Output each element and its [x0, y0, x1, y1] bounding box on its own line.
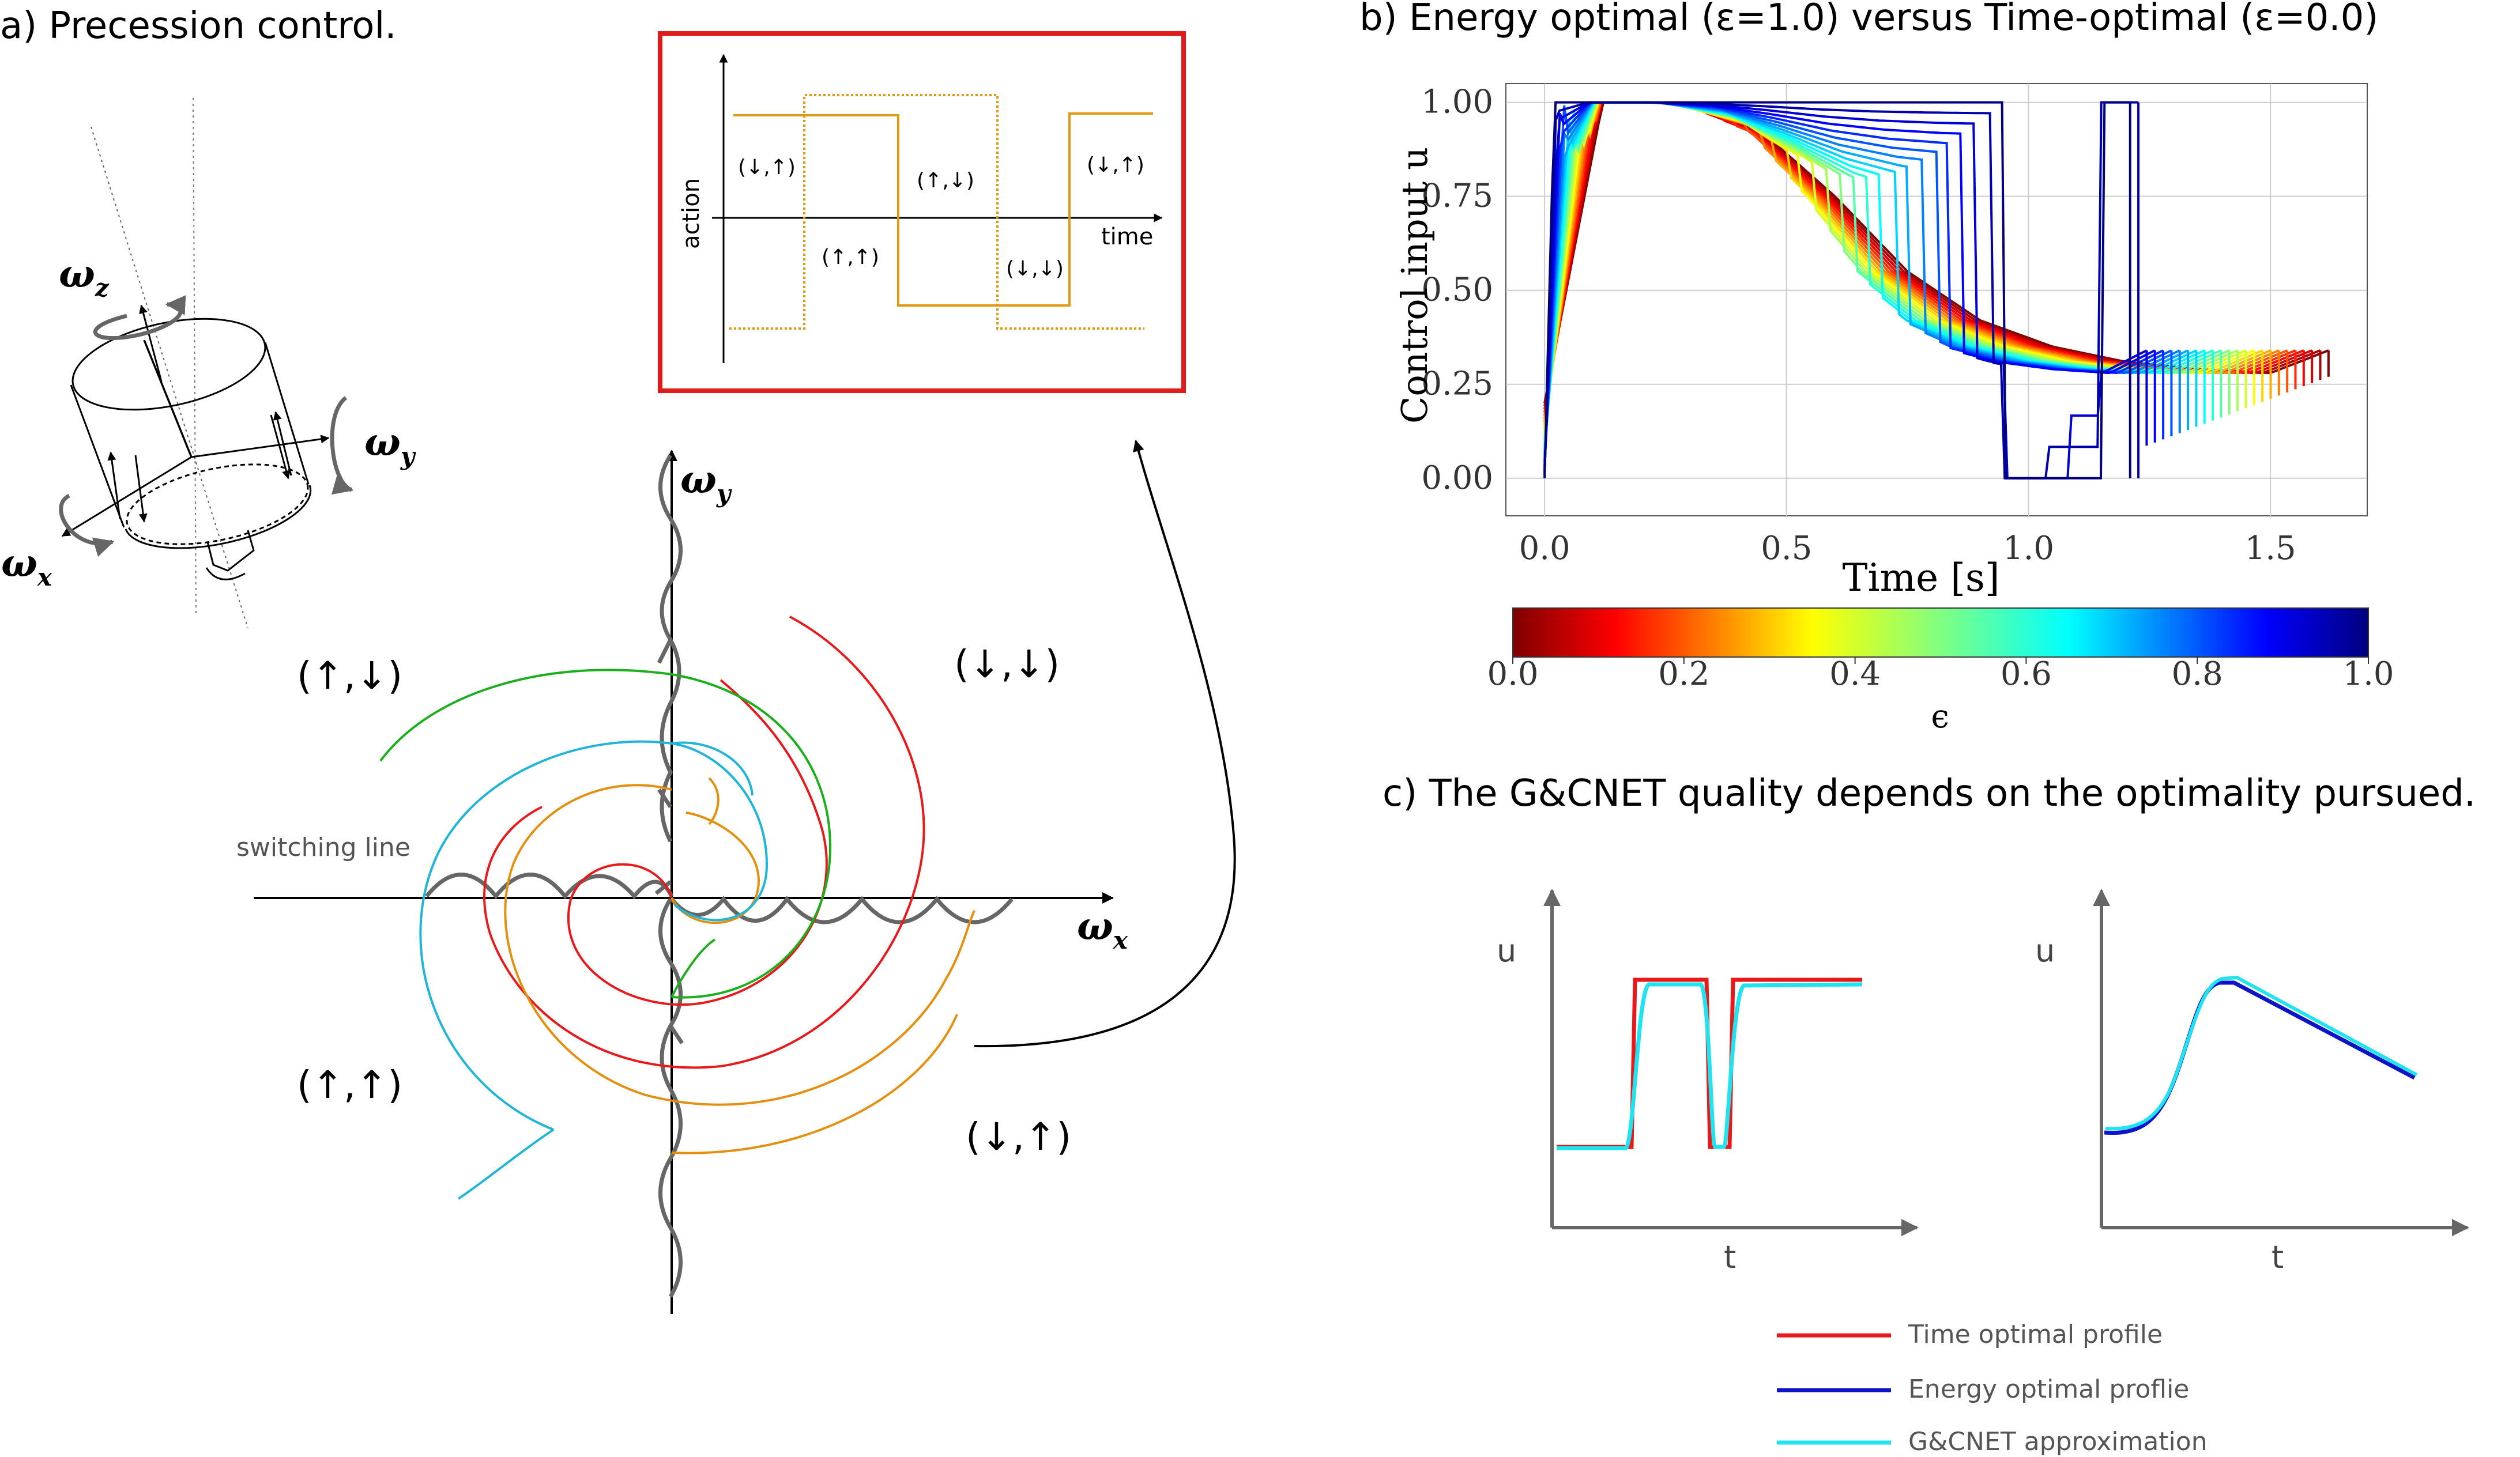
right-ylabel: u — [2035, 933, 2055, 969]
chart-xlabel: Time [s] — [1842, 556, 1999, 600]
cb-tick-0: 0.0 — [1487, 655, 1538, 693]
spiral-cyan — [420, 742, 767, 1199]
action-inset: action time (↓,↑) (↑,↑) (↑,↓) (↓,↓) (↓,↑… — [660, 33, 1184, 391]
inset-label-4: (↓,↑) — [1087, 153, 1144, 177]
inset-xlabel: time — [1101, 224, 1153, 250]
colorbar-ticks: 0.0 0.2 0.4 0.6 0.8 1.0 — [1487, 655, 2394, 693]
inset-label-1: (↑,↑) — [822, 246, 879, 269]
cb-tick-2: 0.4 — [1829, 655, 1881, 693]
quadrant-lower-right: (↓,↑) — [966, 1115, 1071, 1159]
colorbar-label: ϵ — [1931, 698, 1949, 735]
quadrant-lower-left: (↑,↑) — [297, 1063, 402, 1107]
y-tick-0: 0.00 — [1421, 459, 1493, 497]
legend-energy-optimal: Energy optimal proflie — [1908, 1375, 2189, 1404]
wx-label-phase: ωx — [1077, 904, 1128, 954]
callout-arrow — [974, 441, 1235, 1046]
legend-time-optimal: Time optimal profile — [1908, 1320, 2163, 1349]
rotation-arrows — [61, 304, 352, 543]
wz-label: ωz — [59, 251, 110, 302]
panel-a-title: a) Precession control. — [0, 5, 397, 47]
wy-label-3d: ωy — [364, 420, 416, 470]
panel-a: a) Precession control. ωz — [0, 5, 1235, 1314]
cb-tick-4: 0.8 — [2172, 655, 2223, 693]
inset-label-2: (↑,↓) — [917, 169, 974, 192]
phase-plane: ωy ωx switching line (↑,↓) (↓,↓) (↑,↑) (… — [236, 441, 1235, 1314]
left-ylabel: u — [1497, 933, 1516, 969]
spiral-orange-outer — [672, 1014, 957, 1153]
x-tick-1: 0.5 — [1761, 530, 1812, 567]
panel-c-right-plot: u t — [2035, 890, 2468, 1275]
cb-tick-3: 0.6 — [2001, 655, 2052, 693]
inset-ylabel: action — [678, 178, 705, 249]
inset-label-3: (↓,↓) — [1006, 257, 1064, 281]
quadrant-upper-right: (↓,↓) — [954, 642, 1060, 686]
inset-label-0: (↓,↑) — [738, 156, 796, 179]
colorbar: 0.0 0.2 0.4 0.6 0.8 1.0 ϵ — [1487, 608, 2394, 735]
spiral-orange — [505, 778, 974, 1105]
panel-c: c) The G&CNET quality depends on the opt… — [1383, 772, 2476, 1456]
legend-gcnet: G&CNET approximation — [1908, 1427, 2208, 1456]
chart-ylabel: Control input u — [1393, 147, 1436, 424]
cb-tick-1: 0.2 — [1658, 655, 1709, 693]
switching-line-label: switching line — [236, 833, 410, 862]
cb-tick-5: 1.0 — [2342, 655, 2394, 693]
inset-border — [660, 33, 1184, 391]
right-energy-optimal — [2104, 983, 2414, 1133]
panel-b: b) Energy optimal (ε=1.0) versus Time-op… — [1359, 0, 2394, 735]
colorbar-gradient — [1513, 608, 2368, 657]
right-xlabel: t — [2272, 1239, 2284, 1275]
x-tick-2: 1.0 — [2003, 530, 2054, 567]
wy-label-phase: ωy — [680, 457, 732, 508]
panel-c-left-plot: u t — [1497, 890, 1917, 1275]
left-xlabel: t — [1724, 1239, 1736, 1275]
quadrant-upper-left: (↑,↓) — [297, 654, 402, 698]
spiral-red — [484, 617, 924, 1067]
x-tick-0: 0.0 — [1519, 530, 1570, 567]
spacecraft-sketch — [62, 98, 329, 628]
x-tick-3: 1.5 — [2245, 530, 2296, 567]
panel-c-legend: Time optimal profile Energy optimal prof… — [1777, 1320, 2208, 1456]
switching-curves — [427, 455, 1012, 1297]
y-tick-4: 1.00 — [1421, 84, 1493, 121]
wx-label-3d: ωx — [1, 541, 52, 591]
panel-b-title: b) Energy optimal (ε=1.0) versus Time-op… — [1359, 0, 2378, 39]
chart-plot: 0.0 0.5 1.0 1.50.000.250.500.751.00 Time [s… — [1393, 84, 2367, 600]
panel-c-title: c) The G&CNET quality depends on the opt… — [1383, 772, 2476, 815]
